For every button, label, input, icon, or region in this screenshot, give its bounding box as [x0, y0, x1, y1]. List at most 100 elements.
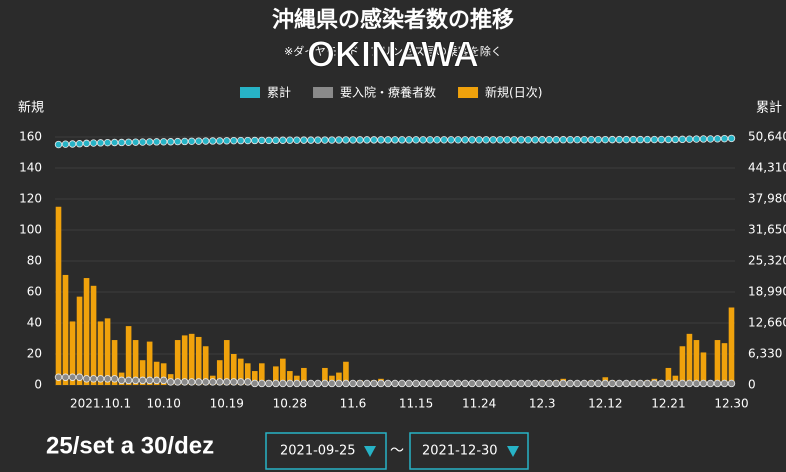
date-from[interactable]: 2021-09-25 — [280, 444, 356, 459]
point — [615, 379, 624, 388]
dropdown-arrow[interactable] — [364, 446, 376, 457]
bar — [181, 335, 188, 385]
point — [608, 135, 617, 144]
point — [489, 136, 497, 144]
point — [510, 136, 518, 144]
point — [272, 136, 280, 145]
x-tick-label: 11.6 — [340, 397, 367, 411]
point — [370, 379, 378, 388]
point — [159, 138, 168, 146]
point — [447, 136, 455, 144]
bar — [174, 340, 181, 385]
point — [391, 379, 399, 388]
bar — [665, 367, 672, 385]
point — [650, 135, 659, 144]
point — [720, 134, 729, 143]
point — [180, 378, 189, 386]
point — [384, 379, 392, 388]
point — [573, 135, 581, 144]
bar — [301, 367, 307, 385]
point — [447, 379, 455, 388]
point — [370, 136, 378, 144]
point — [510, 379, 518, 388]
point — [405, 136, 413, 144]
point — [706, 135, 715, 143]
bar — [700, 352, 707, 385]
y-tick-label: 80 — [27, 254, 42, 268]
point — [286, 379, 294, 388]
point — [664, 379, 673, 388]
x-tick-label: 10.28 — [273, 397, 307, 411]
point — [650, 379, 659, 388]
point — [342, 379, 350, 388]
point — [636, 379, 645, 388]
date-to-box[interactable] — [409, 432, 529, 470]
point — [391, 136, 399, 144]
point — [461, 379, 469, 388]
y2-tick-label: 50,640 — [748, 130, 786, 144]
point — [251, 379, 259, 388]
bar — [230, 354, 237, 385]
date-from-box[interactable] — [265, 432, 387, 470]
point — [685, 379, 694, 388]
bar — [237, 358, 244, 385]
point — [706, 379, 715, 388]
point — [307, 379, 315, 388]
legend-swatch — [313, 87, 334, 98]
date-to[interactable]: 2021-12-30 — [422, 444, 498, 459]
point — [636, 135, 645, 144]
chart-title: 沖縄県の感染者数の推移 — [272, 7, 514, 33]
point — [412, 136, 420, 144]
point — [110, 375, 119, 383]
point — [524, 379, 532, 388]
point — [657, 135, 666, 144]
point — [145, 376, 154, 385]
bar — [251, 371, 258, 385]
point — [103, 375, 112, 383]
legend-swatch — [458, 87, 479, 98]
separator: ～ — [390, 443, 404, 459]
point — [601, 135, 610, 144]
point — [489, 379, 497, 388]
point — [622, 379, 631, 388]
point — [61, 140, 70, 148]
point — [629, 135, 638, 144]
bar — [153, 361, 160, 385]
point — [138, 376, 147, 385]
y2-tick-label: 37,980 — [748, 192, 786, 206]
y-tick-label: 60 — [27, 285, 42, 299]
point — [54, 373, 63, 381]
y-tick-label: 0 — [34, 378, 42, 392]
point — [166, 378, 175, 386]
dropdown-arrow[interactable] — [507, 446, 519, 457]
point — [405, 379, 413, 388]
point — [110, 138, 119, 147]
point — [279, 379, 287, 388]
bar — [679, 346, 686, 385]
point — [678, 379, 687, 388]
bar — [273, 366, 279, 385]
x-tick-label: 10.19 — [210, 397, 244, 411]
point — [314, 136, 322, 144]
point — [503, 136, 511, 144]
point — [223, 378, 231, 386]
point — [482, 136, 490, 144]
point — [363, 136, 371, 144]
point — [188, 378, 196, 386]
point — [433, 136, 441, 144]
point — [180, 137, 189, 146]
point — [496, 136, 504, 144]
point — [209, 378, 217, 386]
point — [454, 379, 462, 388]
point — [440, 379, 448, 388]
legend-swatch — [240, 87, 260, 98]
bar — [322, 367, 328, 385]
point — [307, 136, 315, 144]
point — [587, 379, 595, 388]
bar — [280, 358, 286, 385]
point — [517, 379, 525, 388]
x-tick-label: 2021.10.1 — [70, 397, 131, 411]
point — [195, 137, 203, 145]
point — [356, 379, 364, 388]
point — [145, 138, 154, 146]
